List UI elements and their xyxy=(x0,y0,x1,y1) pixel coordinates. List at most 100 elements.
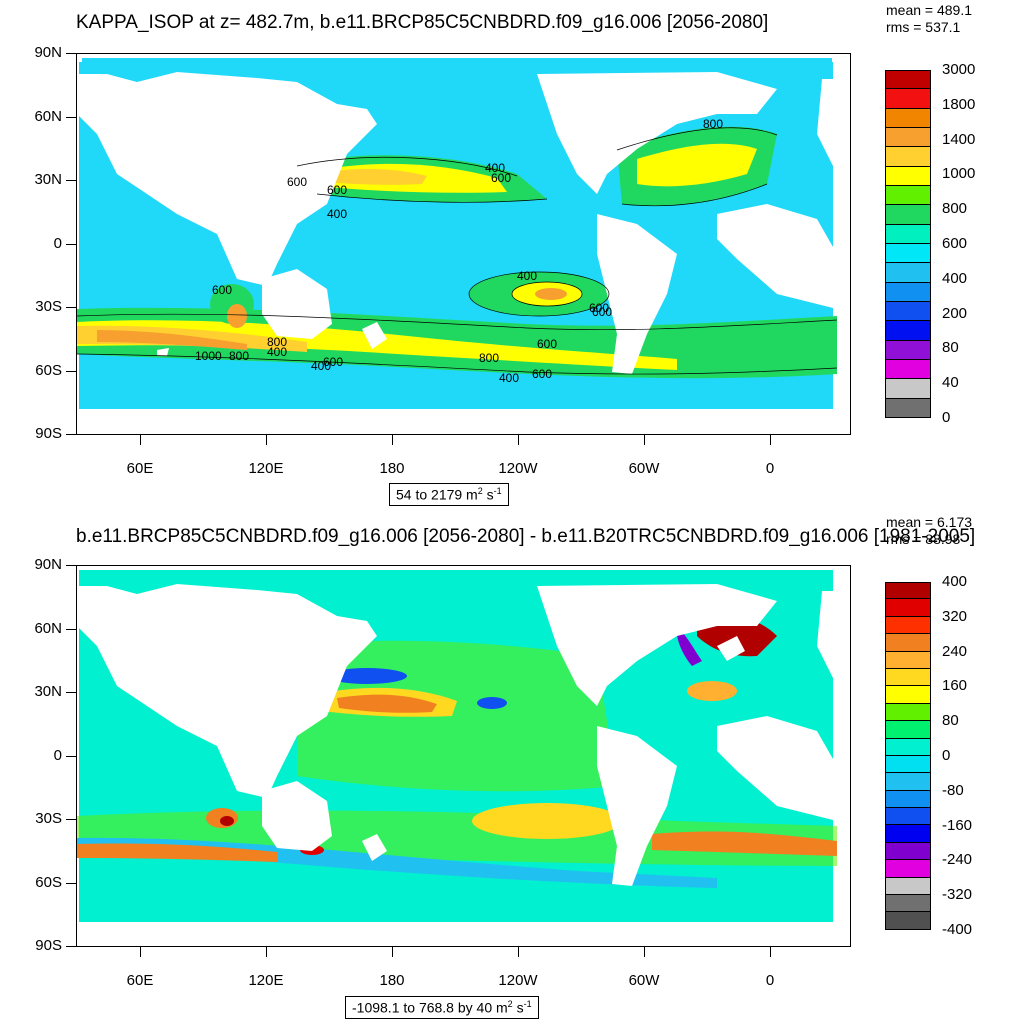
contour-label-10: 400 xyxy=(267,345,287,359)
north-pacific-cold-1 xyxy=(327,668,407,684)
bottom-range-sup2: -1 xyxy=(523,999,532,1009)
top-range-sup: 2 xyxy=(477,486,483,496)
north-atlantic-cold xyxy=(676,626,702,666)
lon-tick xyxy=(644,947,645,957)
colorbar-segment xyxy=(886,842,930,861)
lat-tick xyxy=(66,628,76,630)
contour-label-12: 800 xyxy=(267,335,287,349)
colorbar-segment xyxy=(886,70,930,90)
lat-tick xyxy=(66,243,76,245)
contours xyxy=(77,127,838,375)
contour-label-7: 400 xyxy=(517,269,537,283)
colorbar-label: 160 xyxy=(942,677,968,695)
land xyxy=(77,54,850,434)
colorbar-segment xyxy=(886,185,930,206)
colorbar-label: -160 xyxy=(942,816,973,834)
lon-tick xyxy=(518,947,519,957)
contour-label-4: 400 xyxy=(327,207,347,221)
lat-label: 90N xyxy=(34,44,62,61)
top-range-s: s xyxy=(482,486,494,503)
colorbar-segment xyxy=(886,127,930,148)
southern-ocean-core xyxy=(97,330,247,350)
arctic-strip xyxy=(82,58,832,74)
colorbar-segment xyxy=(886,790,930,809)
contour-label-6: 600 xyxy=(212,283,232,297)
contour-label-15: 600 xyxy=(323,355,343,369)
contour-label-17: 800 xyxy=(479,351,499,365)
colorbar-segment xyxy=(886,340,930,360)
top-map-svg: 400 600 600 400 600 600 400 800 600 400 … xyxy=(77,54,850,434)
colorbar-label: 3000 xyxy=(942,61,976,78)
colorbar-label: 240 xyxy=(942,642,968,660)
contour-label-3: 600 xyxy=(327,183,347,197)
contour-label-1: 400 xyxy=(485,161,505,175)
contour-label-14: 800 xyxy=(229,349,249,363)
contour-label-9: 600 xyxy=(589,301,609,315)
contour-label-11: 600 xyxy=(537,337,557,351)
lat-tick xyxy=(66,180,76,181)
lat-label: 60N xyxy=(34,619,62,637)
colorbar-segment xyxy=(886,703,930,722)
contour-label-19: 400 xyxy=(499,371,519,385)
colorbar-label: 320 xyxy=(942,607,968,625)
lon-label: 120E xyxy=(248,460,284,477)
colorbar-label: -400 xyxy=(942,921,973,938)
top-map: 400 600 600 400 600 600 400 800 600 400 … xyxy=(76,53,851,435)
contour-label-5: 600 xyxy=(491,171,511,185)
lon-label: 60W xyxy=(628,460,660,477)
north-pacific-cold-2 xyxy=(477,697,507,709)
colorbar-label: 600 xyxy=(942,235,968,252)
colorbar-label: 0 xyxy=(942,409,951,426)
top-range-box: 54 to 2179 m2 s-1 xyxy=(389,483,509,506)
colorbar-label: 80 xyxy=(942,712,959,730)
colorbar-label: 400 xyxy=(942,269,968,287)
colorbar-segment xyxy=(886,108,930,128)
colorbar-segment xyxy=(886,773,930,791)
lat-tick xyxy=(66,116,76,118)
colorbar-label: -320 xyxy=(942,886,973,904)
south-pacific-warm xyxy=(472,803,622,839)
colorbar-segment xyxy=(886,895,930,913)
land-bottom xyxy=(77,566,850,946)
north-pacific-hot xyxy=(317,168,427,185)
colorbar-segment xyxy=(886,359,930,380)
australia-west-core xyxy=(227,304,247,328)
lat-label: 60N xyxy=(34,107,62,125)
colorbar-segment xyxy=(886,89,930,109)
bottom-stats: mean = 6.173 rms = 88.98 xyxy=(886,514,972,548)
colorbar-label: 80 xyxy=(942,339,959,357)
lat-tick xyxy=(66,692,76,693)
lat-tick xyxy=(66,370,76,372)
lat-tick xyxy=(66,53,76,54)
colorbar-segment xyxy=(886,686,930,704)
colorbar-segment xyxy=(886,166,930,186)
lon-tick xyxy=(140,947,141,957)
lon-tick xyxy=(518,435,519,445)
colorbar-segment xyxy=(886,668,930,687)
lat-tick xyxy=(66,434,76,435)
lon-tick xyxy=(770,947,771,957)
lat-label: 0 xyxy=(53,234,62,252)
colorbar-segment xyxy=(886,825,930,843)
colorbar-segment xyxy=(886,379,930,399)
colorbar-segment xyxy=(886,147,930,167)
colorbar-label: -80 xyxy=(942,781,964,799)
colorbar-label: 1800 xyxy=(942,95,976,113)
lon-tick xyxy=(266,947,267,957)
lat-label: 90S xyxy=(35,937,62,954)
top-range-text: 54 to 2179 m xyxy=(396,486,478,503)
lon-tick xyxy=(770,435,771,445)
north-atlantic-warm xyxy=(687,681,737,701)
top-colorbar xyxy=(885,70,931,418)
lon-label: 60E xyxy=(126,460,154,477)
lat-label: 30N xyxy=(34,683,62,700)
lon-tick xyxy=(266,435,267,445)
bottom-range-sup: 2 xyxy=(507,999,513,1009)
lat-tick xyxy=(66,946,76,947)
contour-label-13: 1000 xyxy=(195,349,222,363)
lat-label: 0 xyxy=(53,746,62,764)
lon-tick xyxy=(140,435,141,445)
lon-tick xyxy=(644,435,645,445)
colorbar-segment xyxy=(886,263,930,283)
colorbar-segment xyxy=(886,398,930,418)
